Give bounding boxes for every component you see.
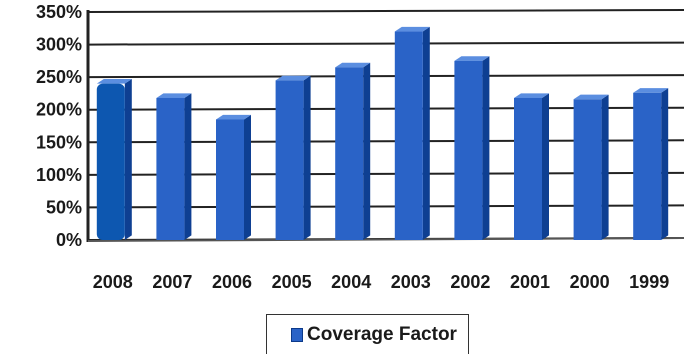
x-tick-label: 2006 [212,272,252,292]
coverage-factor-chart: 0%50%100%150%200%250%300%350% 2008 2007 20… [36,2,685,292]
bar [454,56,490,240]
x-tick-label: 2005 [272,272,312,292]
legend-swatch [291,327,303,342]
x-tick-label: 1999 [629,272,669,292]
x-tick-label: 2003 [391,272,431,292]
y-tick-label: 200% [36,100,82,120]
x-tick-label: 2001 [510,272,550,292]
y-tick-label: 50% [46,197,82,217]
bar [573,94,609,241]
x-tick-labels: 2008 2007 2006 2005 2004 2003 2002 2001 2000 1999 [93,272,669,292]
y-tick-label: 100% [36,165,82,185]
x-tick-label: 2007 [152,272,192,292]
gridline [87,9,685,13]
bar [156,93,192,241]
bar [216,114,251,240]
x-tick-label: 2004 [331,272,371,292]
legend-label: Coverage Factor [307,323,457,345]
bar [514,93,549,241]
y-tick-label: 350% [36,2,82,22]
x-tick-label: 2002 [450,272,490,292]
bar [633,88,669,240]
legend: Coverage Factor [266,314,469,354]
bar [335,62,371,241]
y-tick-labels: 0% 50% 100% 150% 200% 250% 300% 350% [36,2,82,250]
y-tick-label: 0% [56,230,82,250]
bars [96,26,669,241]
x-tick-label: 2000 [570,272,610,292]
x-tick-label: 2008 [93,272,133,292]
y-tick-label: 150% [36,132,82,152]
bar [96,78,132,241]
y-tick-label: 300% [36,35,82,55]
gridline [87,41,685,46]
gridline [87,74,685,79]
bar [275,75,311,241]
bar [394,26,430,240]
y-tick-label: 250% [36,67,82,87]
